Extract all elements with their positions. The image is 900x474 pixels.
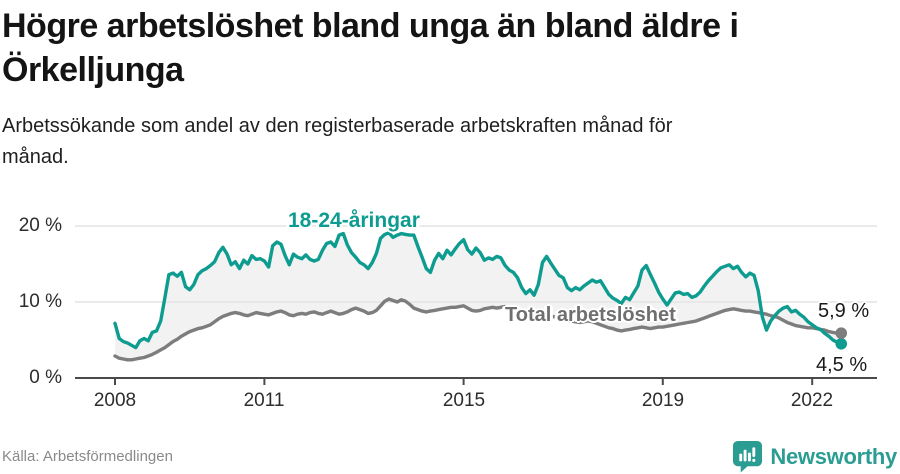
source-note: Källa: Arbetsförmedlingen xyxy=(2,448,173,465)
x-axis-label-2008: 2008 xyxy=(93,390,137,411)
series-label-total: Total arbetslöshet xyxy=(505,304,676,326)
x-axis-label-2022: 2022 xyxy=(790,390,834,411)
end-value-total: 5,9 % xyxy=(818,300,870,322)
subtitle-line-2: månad. xyxy=(2,146,69,168)
subtitle-line-1: Arbetssökande som andel av den registerb… xyxy=(2,115,673,137)
end-value-youth: 4,5 % xyxy=(816,354,868,376)
newsworthy-logo: Newsworthy xyxy=(732,440,897,473)
title-line-2: Örkelljunga xyxy=(2,51,184,89)
y-axis-label-10: 10 % xyxy=(18,291,62,312)
series-label-youth: 18-24-åringar xyxy=(288,209,420,232)
title-line-1: Högre arbetslöshet bland unga än bland ä… xyxy=(2,7,739,45)
chart-subtitle: Arbetssökande som andel av den registerb… xyxy=(2,111,672,173)
y-axis-label-0: 0 % xyxy=(29,367,62,388)
x-axis-label-2011: 2011 xyxy=(243,390,285,411)
y-axis-label-20: 20 % xyxy=(18,215,62,236)
newsworthy-icon xyxy=(733,441,763,473)
newsworthy-wordmark: Newsworthy xyxy=(770,443,897,469)
x-axis-label-2019: 2019 xyxy=(641,390,685,411)
x-axis-label-2015: 2015 xyxy=(442,390,486,411)
page-title: Högre arbetslöshet bland unga än bland ä… xyxy=(2,4,739,92)
